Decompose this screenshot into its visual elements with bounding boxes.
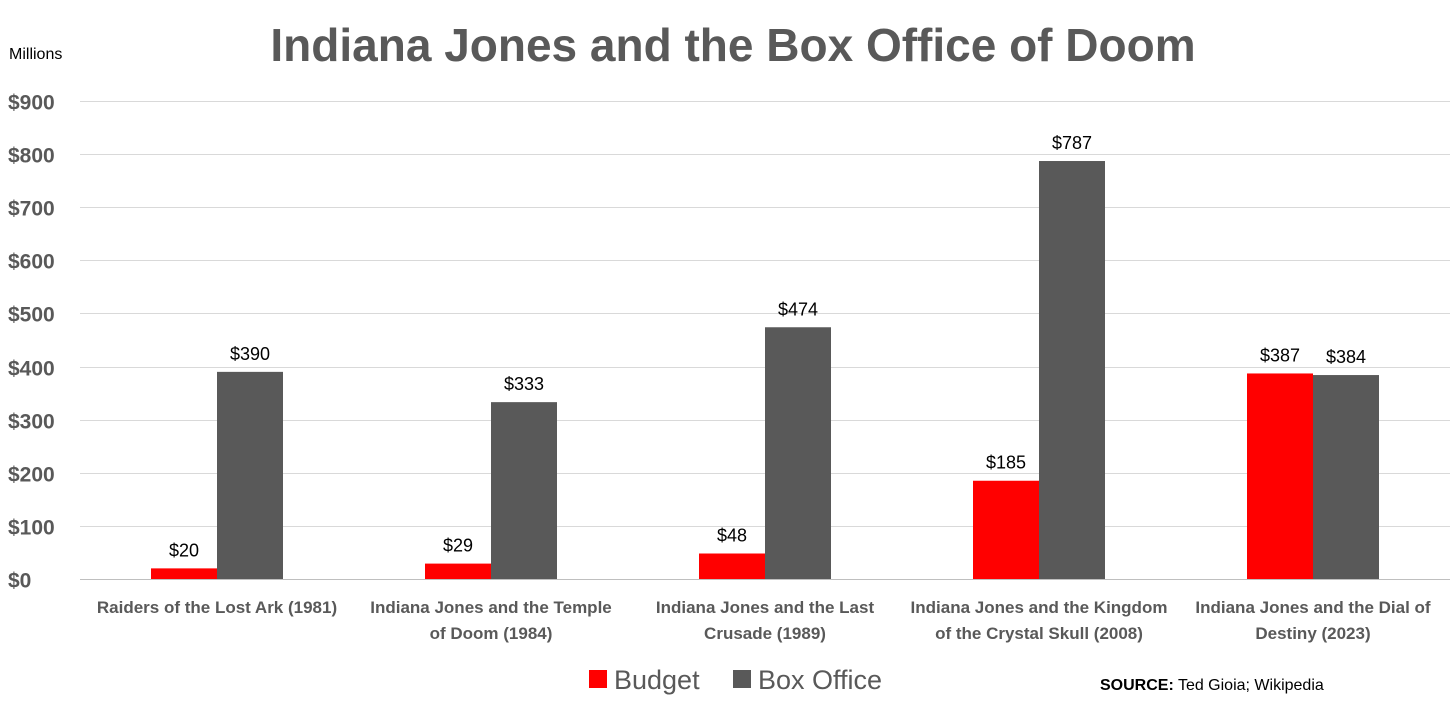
- y-tick-label: $300: [8, 411, 55, 434]
- data-label: $185: [986, 453, 1026, 473]
- bar-box-office: [765, 327, 831, 579]
- source-label: SOURCE:: [1100, 677, 1174, 694]
- x-tick-label: Indiana Jones and the Temple: [370, 598, 612, 617]
- x-tick-label: Crusade (1989): [704, 624, 826, 643]
- y-tick-label: $400: [8, 358, 55, 381]
- y-tick-label: $500: [8, 304, 55, 327]
- bar-box-office: [1313, 375, 1379, 579]
- y-tick-label: $200: [8, 464, 55, 487]
- legend-swatch: [589, 670, 607, 688]
- y-unit-label: Millions: [9, 46, 62, 63]
- data-labels: $20 $390 $29 $333 $48 $474 $185 $787 $387 $384: [169, 133, 1366, 560]
- x-tick-label: of the Crystal Skull (2008): [935, 624, 1143, 643]
- source-value: Ted Gioia; Wikipedia: [1174, 677, 1324, 694]
- bar-box-office: [1039, 161, 1105, 579]
- legend: Budget Box Office: [589, 665, 882, 695]
- x-tick-label: Indiana Jones and the Kingdom: [911, 598, 1168, 617]
- source-note: SOURCE: Ted Gioia; Wikipedia: [1100, 677, 1324, 694]
- chart-title: Indiana Jones and the Box Office of Doom: [270, 19, 1195, 71]
- y-tick-label: $100: [8, 517, 55, 540]
- data-label: $787: [1052, 133, 1092, 153]
- x-tick-label: Indiana Jones and the Dial of: [1195, 598, 1431, 617]
- bar-budget: [973, 480, 1039, 579]
- x-axis-ticks: Raiders of the Lost Ark (1981) Indiana Jo…: [97, 598, 1431, 643]
- bar-box-office: [217, 371, 283, 579]
- legend-label: Budget: [614, 665, 700, 695]
- y-tick-label: $700: [8, 198, 55, 221]
- y-axis-ticks: $0 $100 $200 $300 $400 $500 $600 $700 $800 $900: [8, 92, 55, 593]
- data-label: $387: [1260, 345, 1300, 365]
- y-tick-label: $800: [8, 145, 55, 168]
- bar-budget: [425, 563, 491, 579]
- x-tick-label: Destiny (2023): [1255, 624, 1370, 643]
- x-tick-label: of Doom (1984): [430, 624, 553, 643]
- y-tick-label: $600: [8, 251, 55, 274]
- bar-budget: [1247, 373, 1313, 579]
- data-label: $333: [504, 374, 544, 394]
- data-label: $29: [443, 536, 473, 556]
- y-tick-label: $0: [8, 570, 31, 593]
- legend-label: Box Office: [758, 665, 882, 695]
- y-tick-label: $900: [8, 92, 55, 115]
- data-label: $474: [778, 299, 818, 319]
- bars: [151, 161, 1379, 579]
- bar-budget: [699, 553, 765, 579]
- legend-swatch: [733, 670, 751, 688]
- bar-box-office: [491, 402, 557, 579]
- data-label: $390: [230, 344, 270, 364]
- x-tick-label: Raiders of the Lost Ark (1981): [97, 598, 337, 617]
- x-tick-label: Indiana Jones and the Last: [656, 598, 875, 617]
- data-label: $48: [717, 526, 747, 546]
- data-label: $384: [1326, 347, 1366, 367]
- bar-budget: [151, 568, 217, 579]
- data-label: $20: [169, 540, 199, 560]
